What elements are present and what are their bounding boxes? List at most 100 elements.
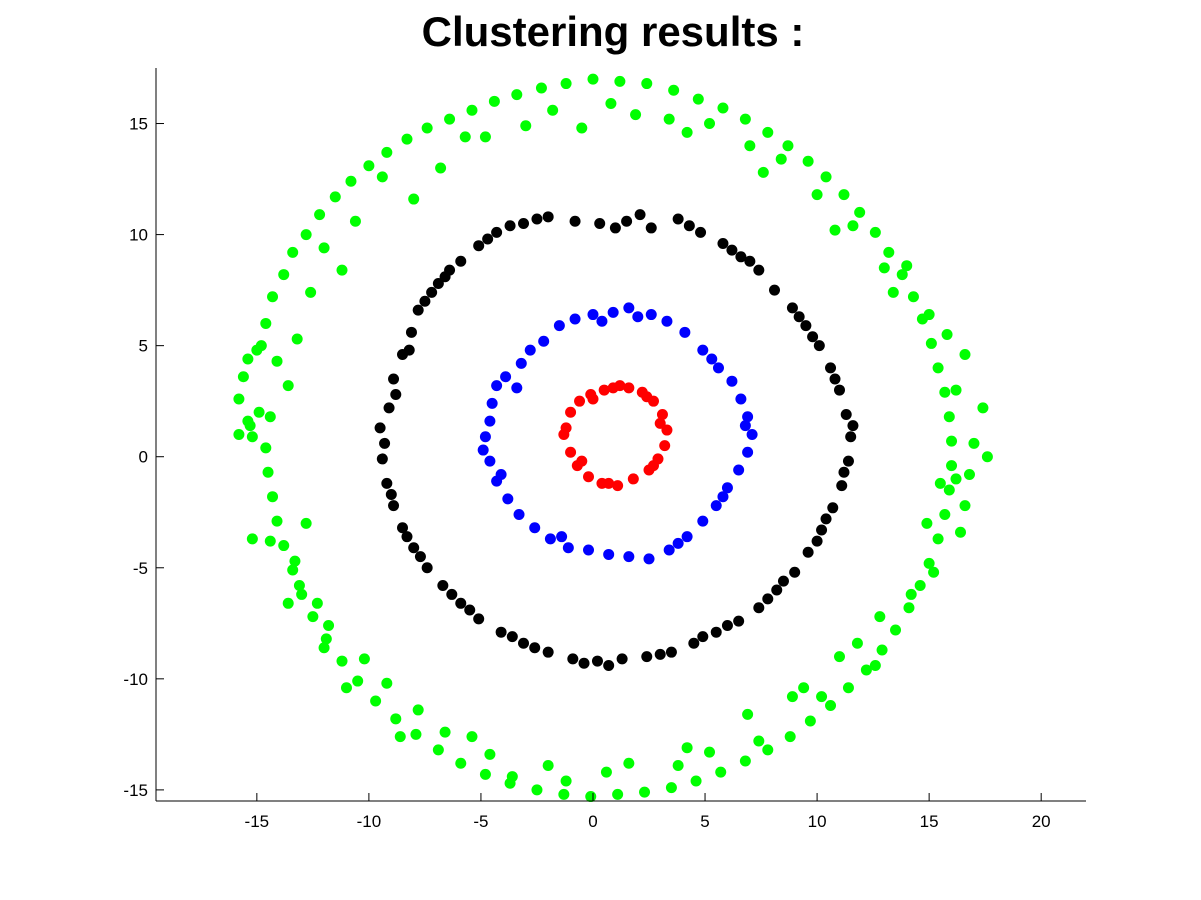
data-point [614,75,626,87]
data-point [825,362,837,374]
data-point [515,357,527,369]
data-point [697,631,709,643]
data-point [717,102,729,114]
data-point [466,731,478,743]
data-point [262,466,274,478]
data-point [435,162,447,174]
data-point [583,544,595,556]
data-point [477,444,489,456]
data-point [876,644,888,656]
data-point [663,544,675,556]
data-point [932,533,944,545]
data-point [383,402,395,414]
data-point [291,333,303,345]
data-point [813,340,825,352]
data-point [744,255,756,267]
data-point [531,784,543,796]
data-point [704,118,716,130]
data-point [381,477,393,489]
data-point [836,480,848,492]
data-point [381,146,393,158]
data-point [473,240,485,252]
data-point [925,337,937,349]
data-point [739,755,751,767]
data-point [565,446,577,458]
data-point [811,535,823,547]
data-point [607,382,619,394]
data-point [556,531,568,543]
data-point [800,320,812,332]
data-point [874,611,886,623]
data-point [842,682,854,694]
data-point [654,648,666,660]
data-point [432,277,444,289]
data-point [827,502,839,514]
data-point [733,615,745,627]
data-point [486,397,498,409]
data-point [816,691,828,703]
data-point [267,291,279,303]
data-point [643,553,655,565]
data-point [562,542,574,554]
x-tick-label: 5 [700,812,709,831]
data-point [842,455,854,467]
data-point [661,424,673,436]
data-point [742,708,754,720]
data-point [574,395,586,407]
data-point [943,484,955,496]
data-point [623,302,635,314]
data-point [495,468,507,480]
data-point [656,409,668,421]
data-point [336,655,348,667]
data-point [412,304,424,316]
data-point [793,311,805,323]
y-tick-label: 15 [129,115,148,134]
data-point [833,384,845,396]
data-point [403,344,415,356]
data-point [771,584,783,596]
data-point [421,122,433,134]
data-point [278,269,290,281]
data-point [401,133,413,145]
data-point [542,646,554,658]
data-point [502,493,514,505]
data-point [271,515,283,527]
data-point [504,220,516,232]
data-point [567,653,579,665]
data-point [305,286,317,298]
data-point [287,246,299,258]
data-point [287,564,299,576]
data-point [632,311,644,323]
data-point [977,402,989,414]
data-point [388,373,400,385]
data-point [959,349,971,361]
data-point [695,226,707,238]
data-point [641,651,653,663]
data-point [735,393,747,405]
data-point [466,104,478,116]
data-point [914,580,926,592]
data-point [932,362,944,374]
data-point [524,344,536,356]
data-point [921,517,933,529]
data-point [762,593,774,605]
data-point [612,480,624,492]
data-point [665,646,677,658]
data-point [645,222,657,234]
data-point [901,260,913,272]
x-tick-label: -10 [357,812,382,831]
data-point [587,393,599,405]
data-point [717,237,729,249]
data-point [376,171,388,183]
data-point [318,642,330,654]
data-point [520,120,532,132]
data-point [267,491,279,503]
data-point [907,291,919,303]
data-point [851,637,863,649]
data-point [654,417,666,429]
data-point [587,73,599,85]
data-point [600,766,612,778]
data-point [784,731,796,743]
data-point [500,371,512,383]
